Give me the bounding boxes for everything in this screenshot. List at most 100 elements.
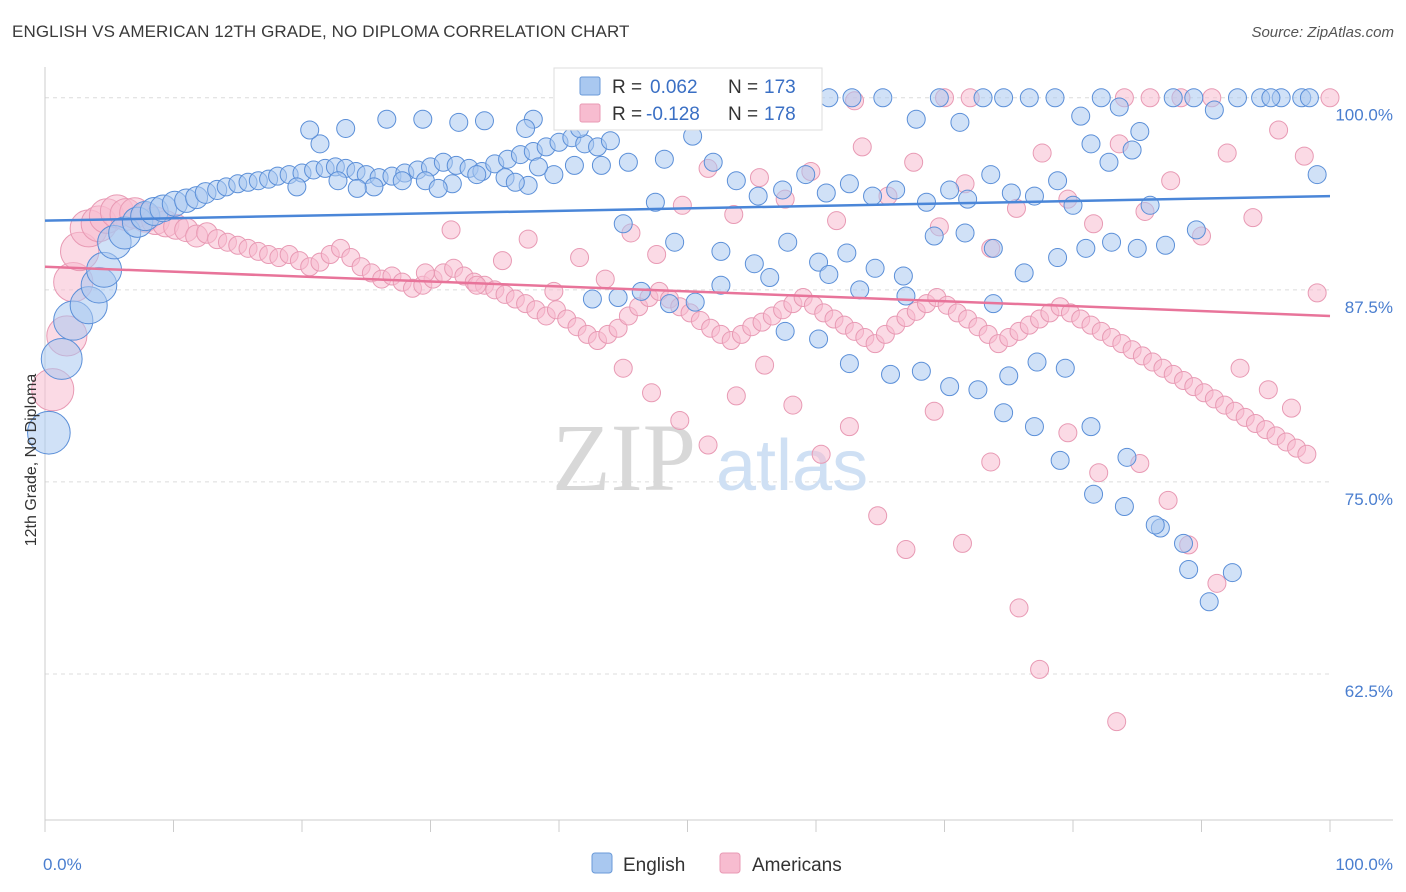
english-point <box>428 178 448 198</box>
english-point <box>1163 88 1183 108</box>
americans-swatch-top <box>579 103 601 123</box>
english-point <box>591 155 611 175</box>
americans-point <box>783 395 803 415</box>
y-tick-label: 100.0% <box>1335 106 1393 125</box>
americans-point <box>755 355 775 375</box>
english-point <box>955 223 975 243</box>
english-legend-label: English <box>623 855 685 876</box>
english-point <box>364 177 384 197</box>
americans-trend-line <box>44 265 1331 318</box>
english-point <box>544 165 564 185</box>
english-point <box>1081 417 1101 437</box>
americans-point <box>839 417 859 437</box>
english-point <box>474 111 494 131</box>
americans-r-label: R = <box>612 104 642 125</box>
english-point <box>886 180 906 200</box>
english-point <box>1099 152 1119 172</box>
english-point <box>775 321 795 341</box>
americans-point <box>868 506 888 526</box>
english-point <box>911 361 931 381</box>
english-point <box>1186 220 1206 240</box>
english-point <box>748 186 768 206</box>
english-point <box>1014 263 1034 283</box>
americans-point <box>749 168 769 188</box>
tick-labels: 62.5% 75.0% 87.5% 100.0% 0.0% 100.0% <box>43 106 1393 874</box>
english-point <box>631 281 651 301</box>
english-points <box>27 88 1327 612</box>
americans-point <box>613 358 633 378</box>
english-point <box>881 364 901 384</box>
english-point <box>377 109 397 129</box>
english-point <box>940 180 960 200</box>
english-point <box>1145 515 1165 535</box>
english-point <box>1091 88 1111 108</box>
americans-point <box>852 137 872 157</box>
english-point <box>1045 88 1065 108</box>
trend-lines <box>44 194 1331 318</box>
americans-point <box>896 540 916 560</box>
americans-point <box>1107 712 1127 732</box>
americans-point <box>1140 88 1160 108</box>
english-trend-line <box>44 194 1331 222</box>
english-point <box>1184 88 1204 108</box>
english-point <box>608 288 628 308</box>
americans-point <box>981 452 1001 472</box>
english-point <box>809 329 829 349</box>
americans-point <box>1269 120 1289 140</box>
americans-point <box>415 263 435 283</box>
english-point <box>816 183 836 203</box>
english-point <box>1122 140 1142 160</box>
english-point <box>778 232 798 252</box>
english-point <box>1130 122 1150 142</box>
english-point <box>760 268 780 288</box>
english-point <box>582 289 602 309</box>
americans-point <box>1294 146 1314 166</box>
americans-r-value: -0.128 <box>646 104 700 125</box>
english-point <box>1071 106 1091 126</box>
americans-point <box>467 275 487 295</box>
english-point <box>940 377 960 397</box>
english-point <box>917 192 937 212</box>
english-point <box>1063 195 1083 215</box>
y-tick-label: 62.5% <box>1345 682 1393 701</box>
watermark-atlas: atlas <box>716 426 868 506</box>
americans-point <box>952 533 972 553</box>
english-point <box>1127 238 1147 258</box>
americans-point <box>1032 143 1052 163</box>
y-axis-label: 12th Grade, No Diploma <box>23 374 40 547</box>
english-point <box>924 226 944 246</box>
english-point <box>906 109 926 129</box>
english-point <box>392 171 412 191</box>
english-point <box>983 238 1003 258</box>
english-point <box>711 275 731 295</box>
watermark: ZIP atlas <box>552 404 868 511</box>
english-point <box>863 186 883 206</box>
english-point <box>528 157 548 177</box>
english-point <box>850 280 870 300</box>
english-point <box>1027 352 1047 372</box>
english-point <box>1174 533 1194 553</box>
english-point <box>564 155 584 175</box>
americans-point <box>647 244 667 264</box>
english-point <box>773 180 793 200</box>
english-point <box>1179 560 1199 580</box>
english-point <box>310 134 330 154</box>
english-point <box>654 149 674 169</box>
english-point <box>467 165 487 185</box>
english-point <box>287 177 307 197</box>
americans-point <box>595 269 615 289</box>
americans-point <box>1258 380 1278 400</box>
english-point <box>994 88 1014 108</box>
english-point <box>837 243 857 263</box>
english-point <box>842 88 862 108</box>
english-n-label: N = <box>728 77 758 98</box>
americans-point <box>904 152 924 172</box>
americans-point <box>1297 444 1317 464</box>
english-point <box>1109 97 1129 117</box>
americans-point <box>724 205 744 225</box>
english-point <box>796 165 816 185</box>
y-tick-label: 75.0% <box>1345 490 1393 509</box>
english-point <box>1001 183 1021 203</box>
english-point <box>1048 171 1068 191</box>
english-point <box>896 286 916 306</box>
